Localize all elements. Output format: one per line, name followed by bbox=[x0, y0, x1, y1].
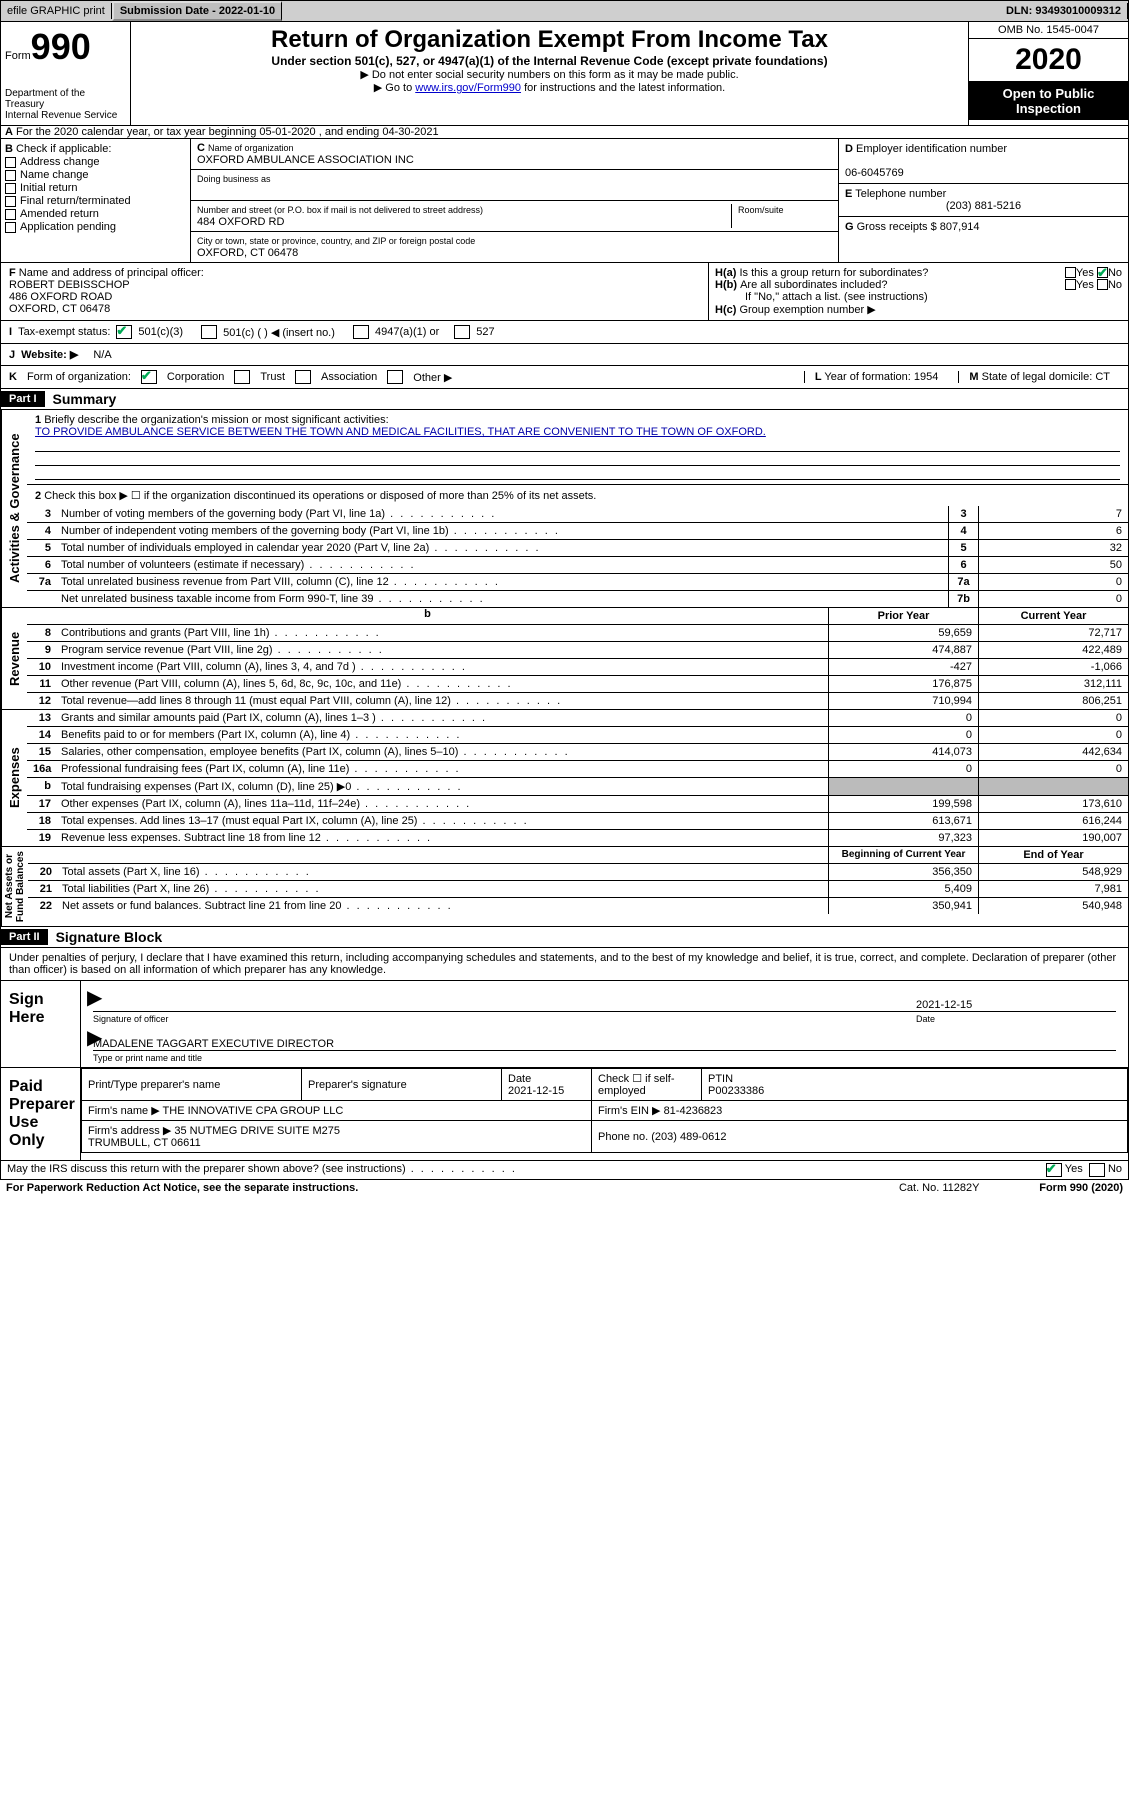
boxb-checkbox[interactable] bbox=[5, 209, 16, 220]
boxb-checkbox[interactable] bbox=[5, 222, 16, 233]
4947-checkbox[interactable] bbox=[353, 325, 369, 339]
open-public-badge: Open to Public Inspection bbox=[969, 82, 1128, 120]
gov-value: 0 bbox=[978, 591, 1128, 607]
boxb-checkbox[interactable] bbox=[5, 157, 16, 168]
boxb-checkbox[interactable] bbox=[5, 196, 16, 207]
527-checkbox[interactable] bbox=[454, 325, 470, 339]
tax-year: 2020 bbox=[969, 39, 1128, 82]
gov-value: 6 bbox=[978, 523, 1128, 539]
gov-value: 50 bbox=[978, 557, 1128, 573]
boxb-checkbox[interactable] bbox=[5, 183, 16, 194]
dept-label: Department of the Treasury Internal Reve… bbox=[5, 88, 126, 121]
box-c: C Name of organizationOXFORD AMBULANCE A… bbox=[191, 139, 838, 262]
assoc-checkbox[interactable] bbox=[295, 370, 311, 384]
box-deg: D Employer identification number06-60457… bbox=[838, 139, 1128, 262]
mission-text: TO PROVIDE AMBULANCE SERVICE BETWEEN THE… bbox=[35, 426, 766, 438]
sig-arrow-icon: ▶ bbox=[87, 985, 102, 1010]
row-fh: F Name and address of principal officer:… bbox=[0, 263, 1129, 321]
sig-arrow-icon-2: ▶ bbox=[87, 1025, 102, 1050]
net-label: Net Assets or Fund Balances bbox=[1, 847, 28, 926]
ein: 06-6045769 bbox=[845, 167, 904, 179]
street: 484 OXFORD RD bbox=[197, 216, 284, 228]
perjury-statement: Under penalties of perjury, I declare th… bbox=[1, 948, 1128, 980]
officer-name: ROBERT DEBISSCHOP bbox=[9, 279, 130, 291]
subtitle-2: Do not enter social security numbers on … bbox=[135, 68, 964, 81]
footer: For Paperwork Reduction Act Notice, see … bbox=[0, 1180, 1129, 1196]
block-bcd: B Check if applicable: Address changeNam… bbox=[0, 139, 1129, 263]
form990-link[interactable]: www.irs.gov/Form990 bbox=[415, 82, 521, 94]
paid-preparer-label: Paid Preparer Use Only bbox=[1, 1068, 81, 1160]
org-name: OXFORD AMBULANCE ASSOCIATION INC bbox=[197, 154, 414, 166]
rev-label: Revenue bbox=[1, 608, 27, 709]
officer-typed-name: MADALENE TAGGART EXECUTIVE DIRECTOR bbox=[93, 1038, 334, 1050]
efile-label: efile GRAPHIC print bbox=[1, 3, 112, 19]
gov-value: 0 bbox=[978, 574, 1128, 590]
other-checkbox[interactable] bbox=[387, 370, 403, 384]
exp-label: Expenses bbox=[1, 710, 27, 846]
top-bar: efile GRAPHIC print Submission Date - 20… bbox=[0, 0, 1129, 22]
form-word: Form bbox=[5, 50, 31, 62]
part2-header: Part II Signature Block bbox=[0, 927, 1129, 948]
city: OXFORD, CT 06478 bbox=[197, 247, 298, 259]
gov-value: 32 bbox=[978, 540, 1128, 556]
gross-receipts: 807,914 bbox=[940, 221, 980, 233]
hb-yes-checkbox[interactable] bbox=[1065, 279, 1076, 290]
trust-checkbox[interactable] bbox=[234, 370, 250, 384]
firm-name: THE INNOVATIVE CPA GROUP LLC bbox=[163, 1105, 344, 1117]
section-revenue: Revenue bPrior YearCurrent Year 8Contrib… bbox=[0, 608, 1129, 710]
form-number: 990 bbox=[31, 26, 91, 67]
form-header: Form990 Department of the Treasury Inter… bbox=[0, 22, 1129, 126]
firm-phone: (203) 489-0612 bbox=[651, 1131, 726, 1143]
ha-yes-checkbox[interactable] bbox=[1065, 267, 1076, 278]
part1-header: Part I Summary bbox=[0, 389, 1129, 410]
gov-label: Activities & Governance bbox=[1, 410, 27, 607]
subtitle-3: Go to www.irs.gov/Form990 for instructio… bbox=[135, 81, 964, 94]
row-k: KForm of organization: Corporation Trust… bbox=[0, 366, 1129, 389]
501c-checkbox[interactable] bbox=[201, 325, 217, 339]
firm-ein: 81-4236823 bbox=[664, 1105, 723, 1117]
website: N/A bbox=[93, 349, 111, 361]
discuss-no-checkbox[interactable] bbox=[1089, 1163, 1105, 1177]
501c3-checkbox[interactable] bbox=[116, 325, 132, 339]
row-j: JWebsite: ▶ N/A bbox=[0, 344, 1129, 366]
omb-label: OMB No. 1545-0047 bbox=[969, 22, 1128, 39]
section-expenses: Expenses 13Grants and similar amounts pa… bbox=[0, 710, 1129, 847]
gov-value: 7 bbox=[978, 506, 1128, 522]
section-net-assets: Net Assets or Fund Balances Beginning of… bbox=[0, 847, 1129, 927]
row-a-period: A For the 2020 calendar year, or tax yea… bbox=[0, 126, 1129, 139]
row-i: ITax-exempt status: 501(c)(3) 501(c) ( )… bbox=[0, 321, 1129, 344]
discuss-yes-checkbox[interactable] bbox=[1046, 1163, 1062, 1177]
boxb-checkbox[interactable] bbox=[5, 170, 16, 181]
section-governance: Activities & Governance 1 Briefly descri… bbox=[0, 410, 1129, 608]
corp-checkbox[interactable] bbox=[141, 370, 157, 384]
subtitle-1: Under section 501(c), 527, or 4947(a)(1)… bbox=[135, 54, 964, 68]
box-b: B Check if applicable: Address changeNam… bbox=[1, 139, 191, 262]
phone: (203) 881-5216 bbox=[845, 200, 1122, 212]
signature-block: Under penalties of perjury, I declare th… bbox=[0, 948, 1129, 1161]
ha-no-checkbox[interactable] bbox=[1097, 267, 1108, 278]
sign-here-label: Sign Here bbox=[1, 981, 81, 1067]
preparer-table: Print/Type preparer's name Preparer's si… bbox=[81, 1068, 1128, 1153]
hb-no-checkbox[interactable] bbox=[1097, 279, 1108, 290]
form-title: Return of Organization Exempt From Incom… bbox=[135, 26, 964, 54]
dln-label: DLN: 93493010009312 bbox=[1000, 3, 1128, 19]
ptin: P00233386 bbox=[708, 1085, 764, 1097]
submission-date-button[interactable]: Submission Date - 2022-01-10 bbox=[112, 1, 282, 21]
discuss-row: May the IRS discuss this return with the… bbox=[0, 1161, 1129, 1180]
